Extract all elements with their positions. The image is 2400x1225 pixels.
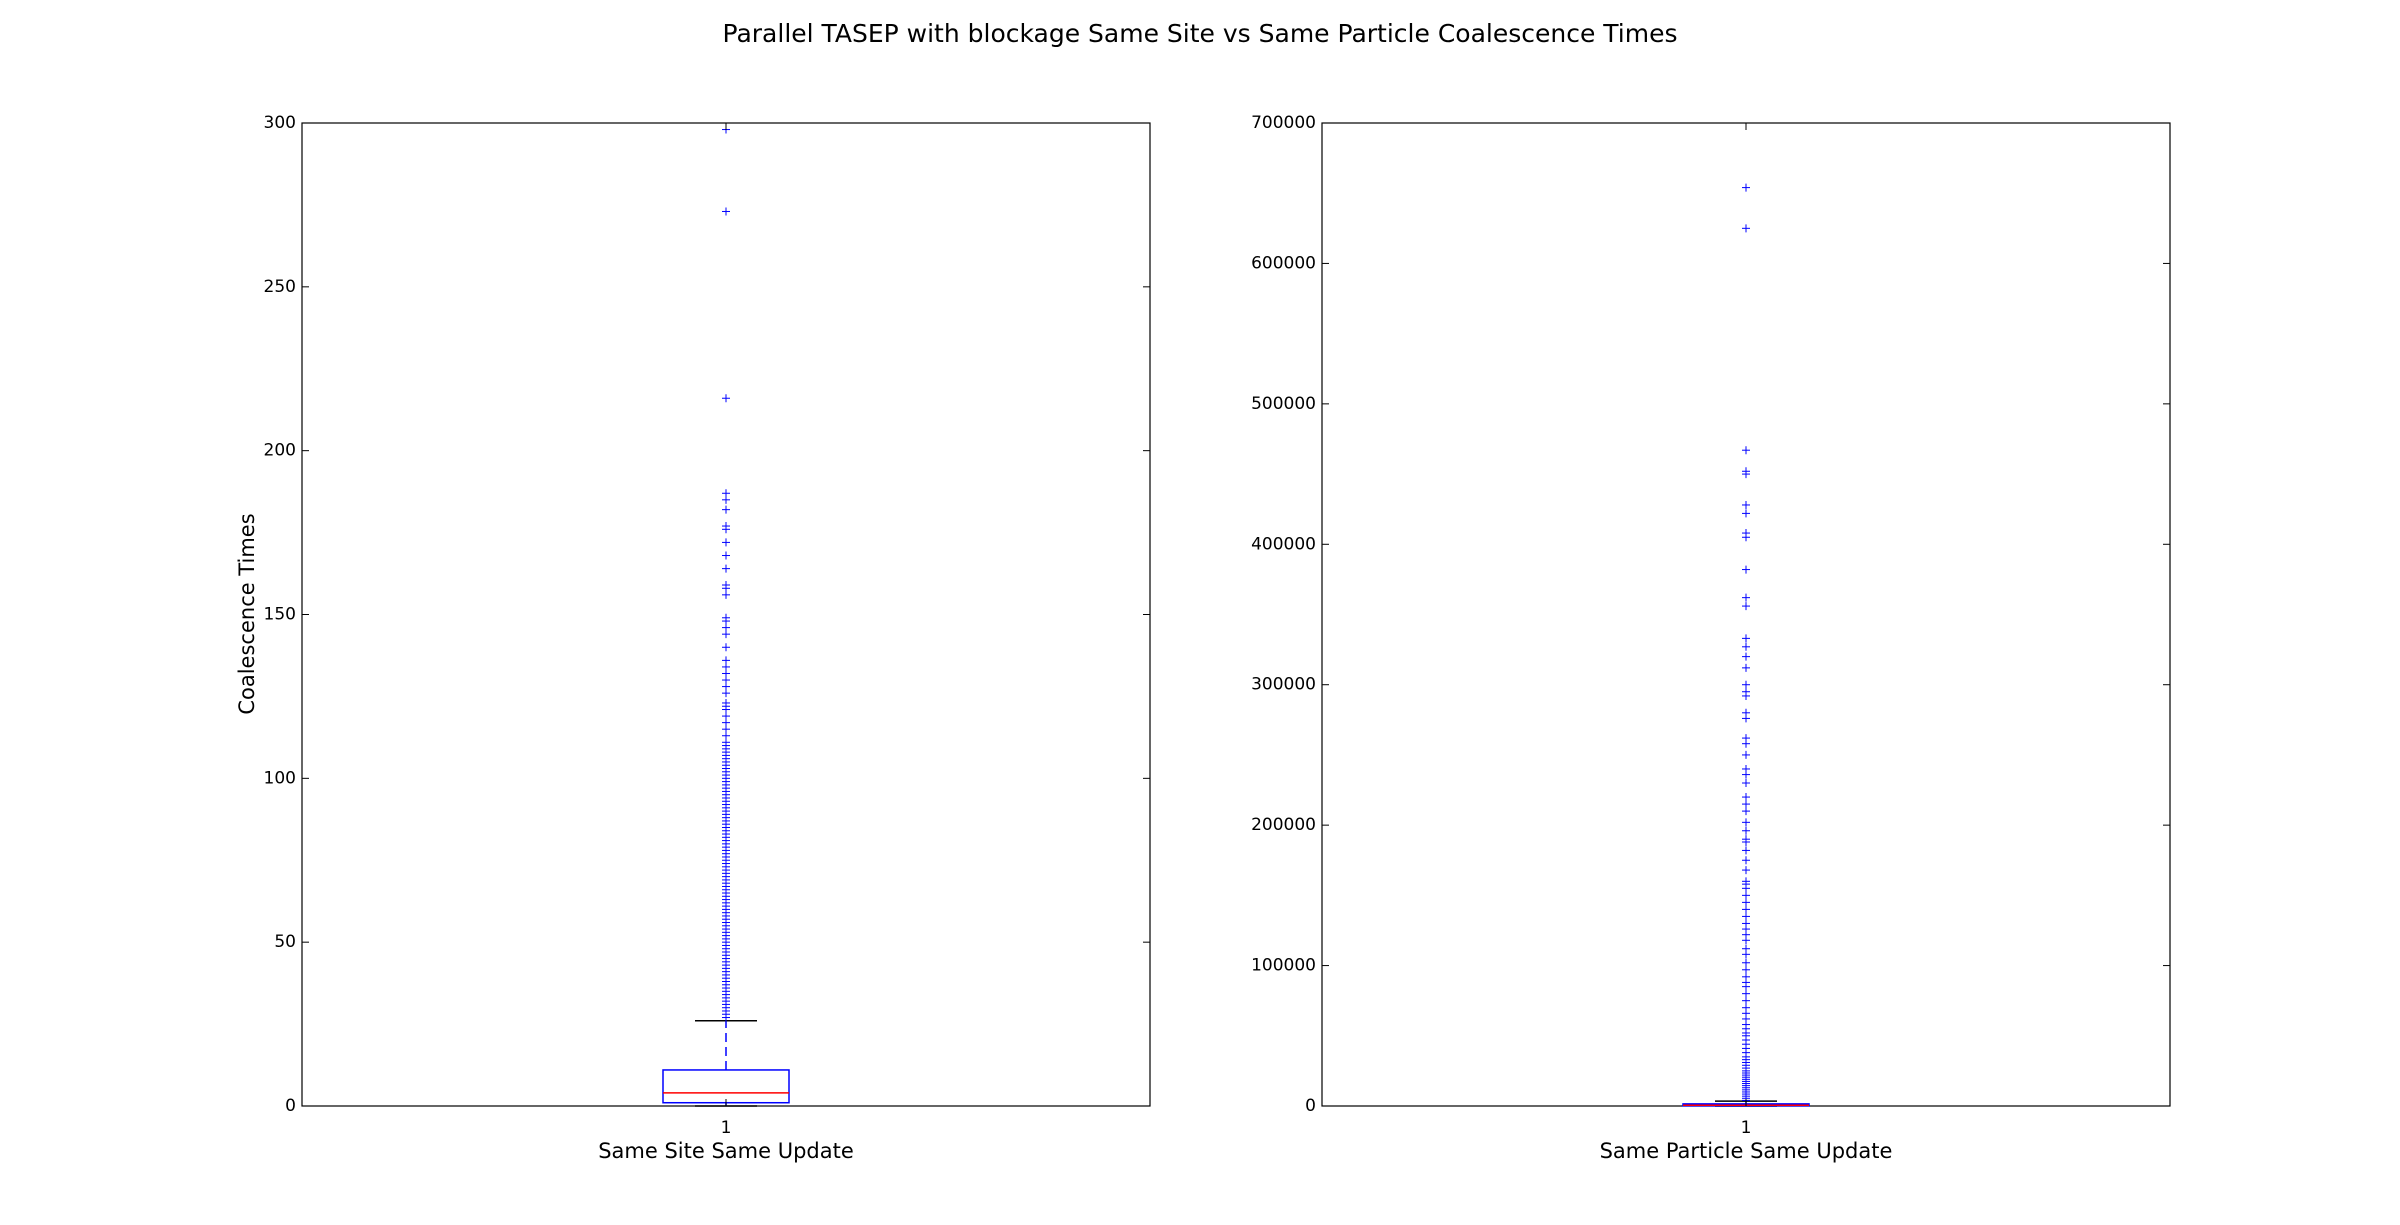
- left-outlier-point: [722, 564, 730, 573]
- right-y-tick-label: 400000: [1251, 534, 1316, 554]
- right-outlier-point: [1742, 734, 1750, 743]
- left-outlier-point: [722, 394, 730, 403]
- right-y-ticks: 0 100000 200000 300000 400000 500000 600000 700…: [1251, 113, 2170, 1116]
- right-y-tick-label: 500000: [1251, 394, 1316, 414]
- right-outlier-point: [1742, 565, 1750, 574]
- right-outlier-point: [1742, 509, 1750, 518]
- right-y-tick-label: 200000: [1251, 815, 1316, 835]
- left-outlier-point: [722, 207, 730, 216]
- left-outlier-point: [722, 581, 730, 590]
- right-outlier-point: [1742, 912, 1750, 921]
- right-outlier-point: [1742, 996, 1750, 1005]
- right-outlier-point: [1742, 680, 1750, 689]
- right-outlier-point: [1742, 856, 1750, 865]
- left-x-tick-label: 1: [721, 1118, 732, 1138]
- right-outlier-point: [1742, 807, 1750, 816]
- right-outlier-point: [1742, 898, 1750, 907]
- right-outlier-point: [1742, 779, 1750, 788]
- right-outlier-point: [1742, 1003, 1750, 1012]
- right-y-tick-label: 700000: [1251, 113, 1316, 133]
- right-outlier-point: [1742, 446, 1750, 455]
- right-boxplot-panel: 0 100000 200000 300000 400000 500000 600000 700…: [1251, 113, 2171, 1163]
- right-outlier-point: [1742, 652, 1750, 661]
- left-outlier-point: [722, 656, 730, 665]
- right-plot-marks: [1682, 183, 1810, 1107]
- left-y-tick-label: 200: [264, 441, 296, 461]
- left-y-tick-label: 100: [264, 768, 296, 788]
- right-outlier-point: [1742, 224, 1750, 233]
- right-y-tick-label: 100000: [1251, 956, 1316, 976]
- right-outlier-point: [1742, 800, 1750, 809]
- left-outlier-point: [722, 643, 730, 652]
- left-plot-marks: [662, 125, 790, 1107]
- right-outlier-point: [1742, 835, 1750, 844]
- right-y-tick-label: 300000: [1251, 675, 1316, 695]
- right-x-tick-label: 1: [1741, 1118, 1752, 1138]
- left-y-ticks: 0 50 100 150 200 250 300: [264, 113, 1150, 1116]
- left-y-tick-label: 150: [264, 605, 296, 625]
- right-y-tick-label: 600000: [1251, 253, 1316, 273]
- right-outlier-point: [1742, 750, 1750, 759]
- right-outlier-point: [1742, 944, 1750, 953]
- left-y-tick-label: 50: [274, 932, 296, 952]
- right-outlier-point: [1742, 593, 1750, 602]
- right-outlier-point: [1742, 183, 1750, 192]
- right-outlier-point: [1742, 467, 1750, 476]
- left-outlier-point: [722, 505, 730, 514]
- right-outlier-point: [1742, 989, 1750, 998]
- right-plot-frame: [1321, 122, 2171, 1107]
- right-outlier-point: [1742, 958, 1750, 967]
- right-outlier-point: [1742, 634, 1750, 643]
- right-outlier-point: [1742, 642, 1750, 651]
- right-y-tick-label: 0: [1305, 1096, 1316, 1116]
- left-y-tick-label: 300: [264, 113, 296, 133]
- right-outlier-point: [1742, 965, 1750, 974]
- left-x-axis-label: Same Site Same Update: [598, 1139, 854, 1163]
- right-outlier-point: [1742, 877, 1750, 886]
- right-outlier-point: [1742, 602, 1750, 611]
- right-outlier-point: [1742, 846, 1750, 855]
- left-boxplot-panel: 0 50 100 150 200 250 300 1 Same Site Same Upda…: [235, 113, 1151, 1163]
- left-outlier-point: [722, 698, 730, 707]
- right-x-axis-label: Same Particle Same Update: [1600, 1139, 1893, 1163]
- left-outlier-point: [722, 538, 730, 547]
- right-outlier-point: [1742, 866, 1750, 875]
- left-outlier-point: [722, 489, 730, 498]
- left-outlier-point: [722, 522, 730, 531]
- right-outlier-point: [1742, 687, 1750, 696]
- right-outlier-point: [1742, 529, 1750, 538]
- right-outlier-point: [1742, 793, 1750, 802]
- right-outlier-point: [1742, 919, 1750, 928]
- right-outlier-point: [1742, 972, 1750, 981]
- left-y-axis-label: Coalescence Times: [235, 513, 259, 714]
- right-outlier-point: [1742, 905, 1750, 914]
- right-outlier-point: [1742, 891, 1750, 900]
- left-box: [662, 1069, 790, 1104]
- left-y-tick-label: 0: [285, 1096, 296, 1116]
- right-outlier-point: [1742, 818, 1750, 827]
- left-y-tick-label: 250: [264, 277, 296, 297]
- right-outlier-point: [1742, 764, 1750, 773]
- left-outlier-point: [722, 613, 730, 622]
- right-outlier-point: [1742, 826, 1750, 835]
- left-outlier-point: [722, 551, 730, 560]
- right-outlier-point: [1742, 708, 1750, 717]
- right-outlier-point: [1742, 500, 1750, 509]
- figure-title: Parallel TASEP with blockage Same Site v…: [723, 19, 1678, 48]
- right-outlier-point: [1742, 663, 1750, 672]
